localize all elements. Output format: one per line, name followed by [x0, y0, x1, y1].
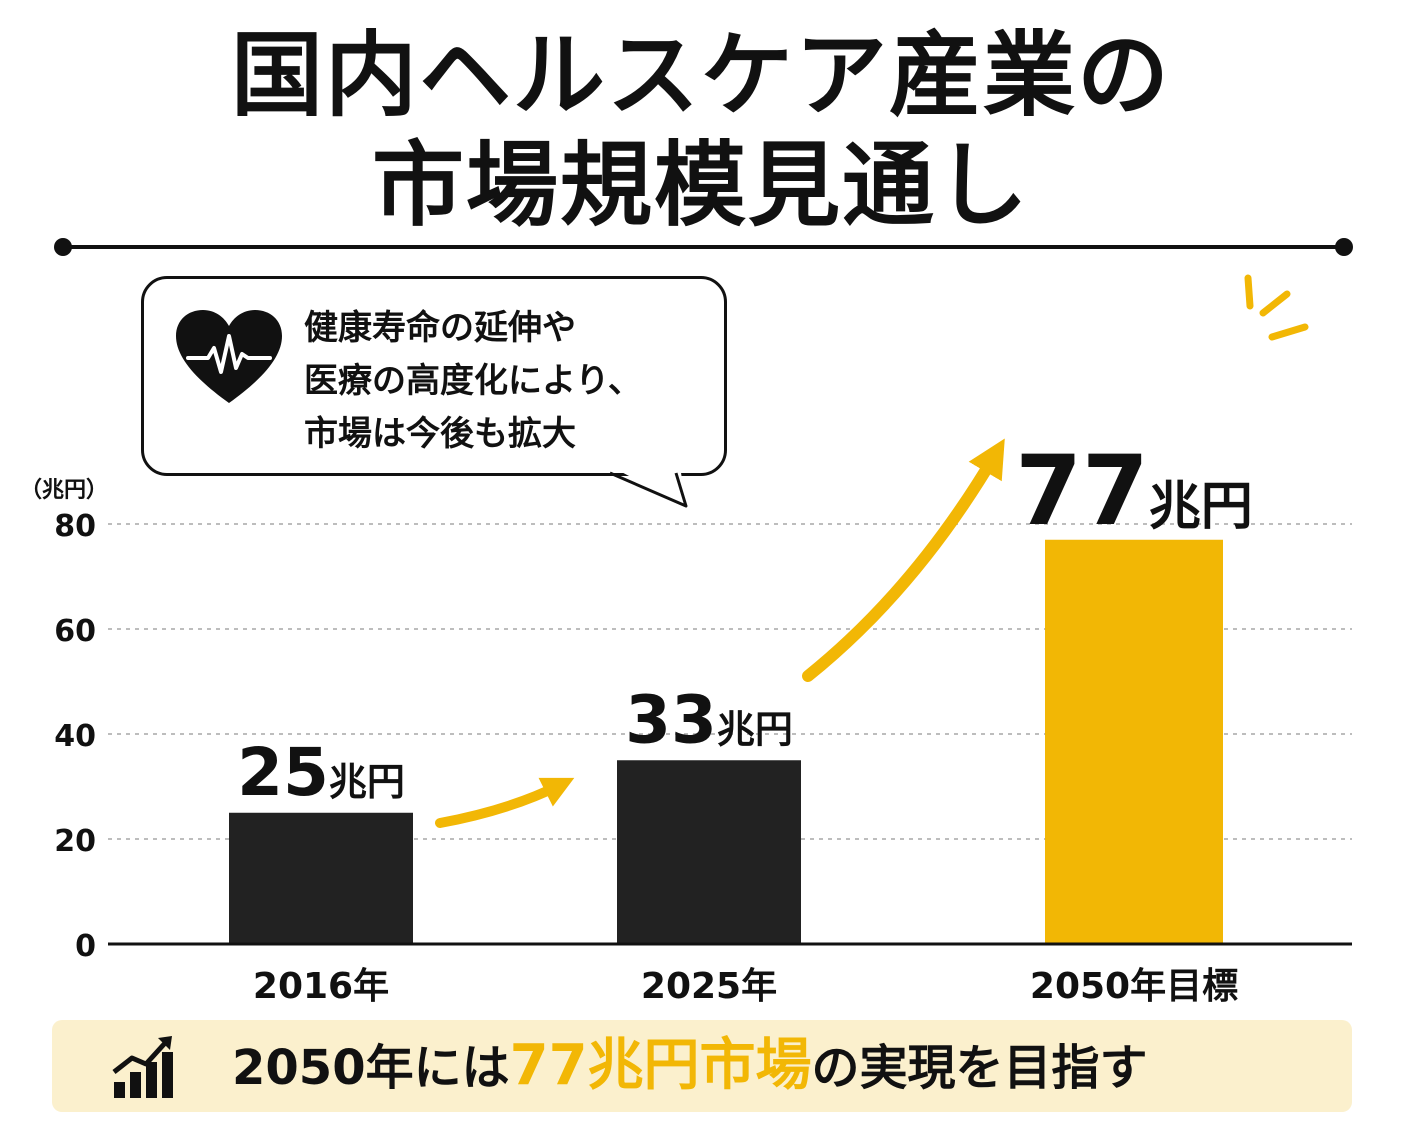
- value-label-1: 25兆円: [237, 734, 405, 811]
- y-tick-label: 20: [54, 824, 96, 859]
- value-labels: 25兆円 33兆円 77兆円: [237, 435, 1253, 811]
- x-tick-label: 2016年: [253, 966, 389, 1007]
- title-line-2: 市場規模見通し: [371, 132, 1030, 239]
- callout-tail: [610, 466, 688, 508]
- x-tick-label: 2025年: [641, 966, 777, 1007]
- sparkle-lines: [1244, 274, 1309, 341]
- divider-dot-left: [54, 238, 72, 256]
- bars: [229, 539, 1223, 944]
- y-tick-label: 40: [54, 719, 96, 754]
- callout-text: 健康寿命の延伸や 医療の高度化により、 市場は今後も拡大: [304, 302, 714, 461]
- bar-1: [229, 812, 413, 944]
- banner-suffix: の実現を目指す: [811, 1040, 1148, 1096]
- growth-arrow-large: [802, 438, 1005, 682]
- x-tick-label: 2050年目標: [1030, 966, 1238, 1007]
- title-divider: [62, 245, 1344, 249]
- banner-prefix: 2050年には: [232, 1040, 510, 1096]
- y-axis-unit-label: （兆円）: [20, 478, 109, 503]
- summary-banner: [52, 1020, 1352, 1112]
- y-tick-labels: 0 20 40 60 80: [54, 509, 96, 964]
- divider-dot-right: [1335, 238, 1353, 256]
- bar-2: [617, 760, 801, 944]
- y-tick-label: 0: [75, 929, 96, 964]
- heart-pulse-icon: [176, 310, 282, 403]
- y-tick-label: 80: [54, 509, 96, 544]
- value-label-3: 77兆円: [1015, 435, 1253, 547]
- callout-line-1: 健康寿命の延伸や: [304, 308, 576, 348]
- growth-arrow-small: [435, 777, 575, 828]
- y-tick-label: 60: [54, 614, 96, 649]
- growth-chart-icon: [112, 1036, 173, 1098]
- x-tick-labels: 2016年 2025年 2050年目標: [253, 966, 1238, 1007]
- title-line-1: 国内ヘルスケア産業の: [230, 22, 1171, 129]
- banner-text: 2050年には77兆円市場の実現を目指す: [232, 1026, 1148, 1106]
- value-label-2: 33兆円: [625, 681, 793, 758]
- banner-highlight: 77兆円市場: [509, 1033, 812, 1098]
- bar-3: [1045, 539, 1223, 944]
- callout-line-2: 医療の高度化により、: [304, 361, 642, 401]
- callout-line-3: 市場は今後も拡大: [304, 414, 576, 454]
